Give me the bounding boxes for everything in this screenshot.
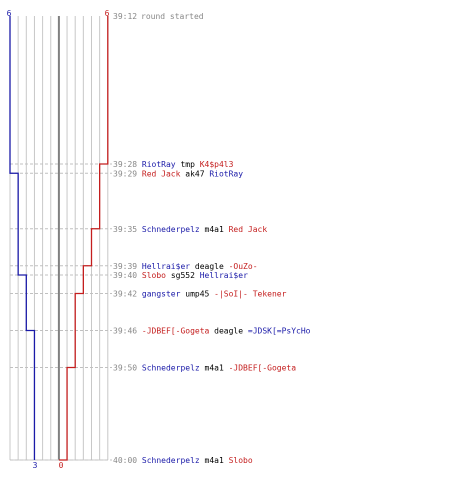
event-line: 40:00 Schnederpelz m4a1 Slobo [113,456,253,465]
red-start-count: 6 [105,9,110,18]
killer-name: Schnederpelz [142,364,200,373]
weapon-name: m4a1 [200,456,229,465]
event-guide-lines [10,163,112,461]
event-line: 39:40 Slobo sg552 Hellrai$er [113,271,248,280]
victim-name: Hellrai$er [200,271,248,280]
killer-name: Slobo [142,271,166,280]
event-time: 39:40 [113,271,142,280]
victim-name: RiotRay [209,169,243,178]
weapon-name: ak47 [180,169,209,178]
event-time: 39:46 [113,327,142,336]
event-line: 39:29 Red Jack ak47 RiotRay [113,169,243,178]
killer-name: Schnederpelz [142,225,200,234]
victim-name: Slobo [229,456,253,465]
event-line: 39:46 -JDBEF[-Gogeta deagle =JDSK[=PsYcH… [113,327,311,336]
event-time: 39:42 [113,290,142,299]
killer-name: Schnederpelz [142,456,200,465]
blue-end-count: 3 [33,461,38,470]
event-time: 39:50 [113,364,142,373]
weapon-name: m4a1 [200,225,229,234]
kill-event-row: 39:39 Hellrai$er deagle -OuZo- [113,262,258,271]
weapon-name: deagle [190,262,229,271]
kill-event-row: 39:46 -JDBEF[-Gogeta deagle =JDSK[=PsYcH… [113,327,311,336]
team-step-lines [9,16,109,461]
round-start-row: 39:12 round started [113,12,204,21]
kill-event-row: 39:50 Schnederpelz m4a1 -JDBEF[-Gogeta [113,364,296,373]
weapon-name: tmp [176,160,200,169]
timeline-grid [9,16,109,461]
kill-event-row: 39:40 Slobo sg552 Hellrai$er [113,271,248,280]
victim-name: K4$p4l3 [200,160,234,169]
red-team-alive-line [58,16,109,461]
event-line: 39:39 Hellrai$er deagle -OuZo- [113,262,258,271]
killer-name: gangster [142,290,181,299]
weapon-name: deagle [209,327,248,336]
weapon-name: ump45 [180,290,214,299]
victim-name: -JDBEF[-Gogeta [229,364,297,373]
kill-event-row: 39:42 gangster ump45 -|SoI|- Tekener [113,290,287,299]
red-end-count: 0 [59,461,64,470]
event-time: 40:00 [113,456,142,465]
event-time: 39:28 [113,160,142,169]
event-time: 39:12 [113,12,137,21]
team-count-labels: 6 6 3 0 [7,9,110,470]
victim-name: -OuZo- [229,262,258,271]
killer-name: Red Jack [142,169,181,178]
killer-name: Hellrai$er [142,262,190,271]
killer-name: RiotRay [142,160,176,169]
victim-name: -|SoI|- Tekener [214,290,286,299]
weapon-name: m4a1 [200,364,229,373]
event-time: 39:39 [113,262,142,271]
blue-team-alive-line [9,16,36,460]
kill-event-row: 39:28 RiotRay tmp K4$p4l3 [113,160,234,169]
event-text: round started [141,12,204,21]
kill-event-row: 40:00 Schnederpelz m4a1 Slobo [113,456,253,465]
event-time: 39:35 [113,225,142,234]
event-line: 39:35 Schnederpelz m4a1 Red Jack [113,225,267,234]
victim-name: =JDSK[=PsYcHo [248,327,311,336]
weapon-name: sg552 [166,271,200,280]
blue-start-count: 6 [7,9,12,18]
event-line: 39:50 Schnederpelz m4a1 -JDBEF[-Gogeta [113,364,296,373]
kill-event-row: 39:29 Red Jack ak47 RiotRay [113,169,243,178]
kill-event-row: 39:35 Schnederpelz m4a1 Red Jack [113,225,267,234]
event-line: 39:28 RiotRay tmp K4$p4l3 [113,160,234,169]
event-time: 39:29 [113,169,142,178]
killer-name: -JDBEF[-Gogeta [142,327,210,336]
event-line: 39:42 gangster ump45 -|SoI|- Tekener [113,290,287,299]
victim-name: Red Jack [229,225,268,234]
